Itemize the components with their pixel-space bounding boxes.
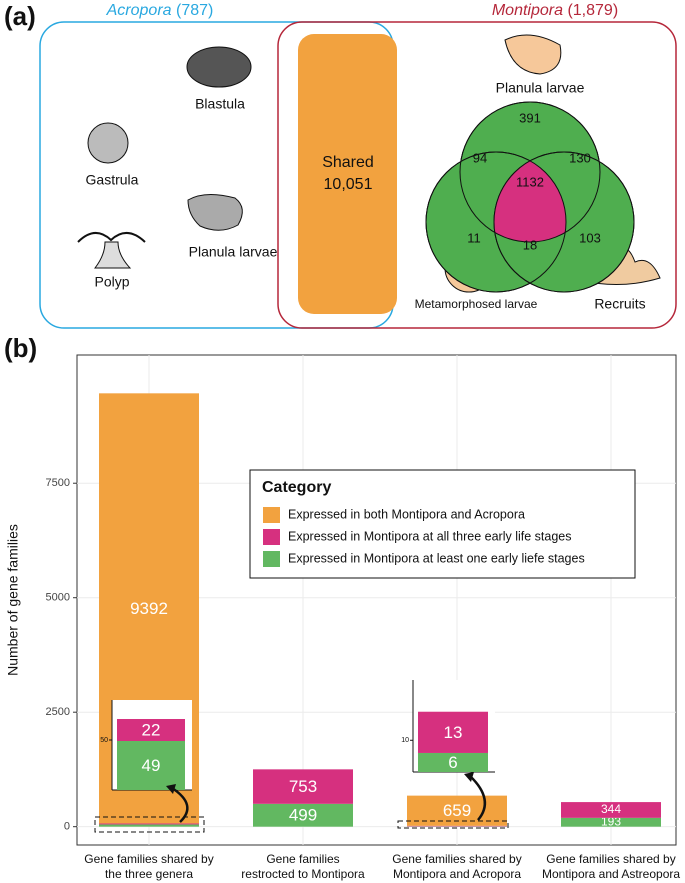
legend-label: Expressed in Montipora at least one earl…	[288, 551, 585, 565]
value-label: 49	[142, 756, 161, 775]
bar	[99, 823, 199, 825]
shared-count: 10,051	[324, 176, 373, 193]
y-axis-label: Number of gene families	[5, 524, 21, 676]
stage-label: Recruits	[594, 296, 645, 312]
genus: Montipora	[492, 2, 563, 19]
x-tick-label: restrocted to Montipora	[241, 867, 365, 881]
stage-label: Planula larvae	[189, 244, 278, 260]
value-label: 9392	[130, 599, 168, 618]
bar	[561, 802, 661, 818]
value-label: 6	[448, 753, 457, 772]
stage-label: Gastrula	[86, 172, 139, 188]
legend-title: Category	[262, 479, 331, 496]
venn-count: 130	[569, 150, 591, 165]
venn-count: 18	[523, 237, 537, 252]
zoom-box	[94, 816, 205, 833]
gastrula-icon	[87, 122, 129, 164]
count: (1,879)	[567, 2, 618, 19]
arrow-head	[464, 772, 474, 782]
x-tick-label: Gene families shared by	[84, 852, 213, 866]
venn-count: 11	[467, 230, 481, 245]
bar	[561, 817, 661, 827]
blastula-icon	[186, 46, 252, 88]
venn-count: 103	[579, 230, 601, 245]
inset-tick-label: 10	[401, 737, 409, 744]
x-tick-label: Montipora and Acropora	[393, 867, 521, 881]
x-tick-label: the three genera	[105, 867, 193, 881]
shared-box	[298, 34, 397, 314]
inset-bar	[117, 741, 185, 790]
genus: Acropora	[106, 2, 172, 19]
x-tick-label: Gene families shared by	[546, 852, 675, 866]
legend-swatch	[263, 551, 280, 567]
polyp-icon	[93, 241, 132, 269]
zoom-box	[397, 820, 509, 829]
panel-label: (a)	[4, 1, 36, 31]
inset-tick-label: 50	[100, 737, 108, 744]
count: (787)	[176, 2, 213, 19]
x-tick-label: Gene families	[266, 852, 339, 866]
inset-bar	[117, 719, 185, 741]
legend-swatch	[263, 529, 280, 545]
zoom-arrow	[469, 775, 487, 821]
bar	[253, 803, 353, 827]
value-label: 22	[142, 720, 161, 739]
acropora-title: Acropora (787)	[106, 2, 214, 19]
value-label: 344	[601, 802, 621, 816]
shared-label: Shared	[322, 154, 374, 171]
arrow-head	[166, 784, 176, 794]
bar	[407, 825, 507, 827]
x-tick-label: Montipora and Astreopora	[542, 867, 680, 881]
venn-count: 94	[473, 150, 487, 165]
inset-bar	[418, 752, 488, 772]
legend-label: Expressed in Montipora at all three earl…	[288, 529, 571, 543]
montipora-title: Montipora (1,879)	[492, 2, 618, 19]
value-label: 13	[444, 723, 463, 742]
venn-count: 391	[519, 110, 541, 125]
value-label: 499	[289, 806, 317, 825]
polyp-tentacles	[77, 232, 146, 243]
y-tick-label: 2500	[46, 706, 70, 718]
value-label: 753	[289, 777, 317, 796]
value-label: 659	[443, 801, 471, 820]
x-tick-label: Gene families shared by	[392, 852, 521, 866]
venn-count: 1132	[516, 174, 544, 189]
inset-bar	[418, 711, 488, 753]
value-label: 193	[601, 814, 621, 828]
stage-label: Polyp	[94, 274, 129, 290]
panel-label: (b)	[4, 333, 37, 363]
zoom-arrow	[171, 786, 189, 823]
stage-label: Planula larvae	[496, 80, 585, 96]
venn-outline	[493, 151, 635, 293]
legend-box	[249, 469, 636, 579]
venn-outline	[459, 101, 601, 243]
venn-outline	[425, 151, 567, 293]
planula-icon	[187, 194, 243, 231]
legend-label: Expressed in both Montipora and Acropora	[288, 507, 525, 521]
montipora-box	[277, 21, 677, 329]
legend-swatch	[263, 507, 280, 523]
planula-icon	[504, 34, 562, 75]
y-tick-label: 0	[64, 821, 70, 833]
y-tick-label: 5000	[46, 592, 70, 604]
stage-label: Metamorphosed larvae	[415, 297, 538, 311]
y-tick-label: 7500	[46, 477, 70, 489]
bar	[253, 769, 353, 804]
stage-label: Blastula	[195, 96, 245, 112]
bar	[99, 824, 199, 827]
legend: Category Expressed in both Montipora and …	[249, 469, 636, 579]
